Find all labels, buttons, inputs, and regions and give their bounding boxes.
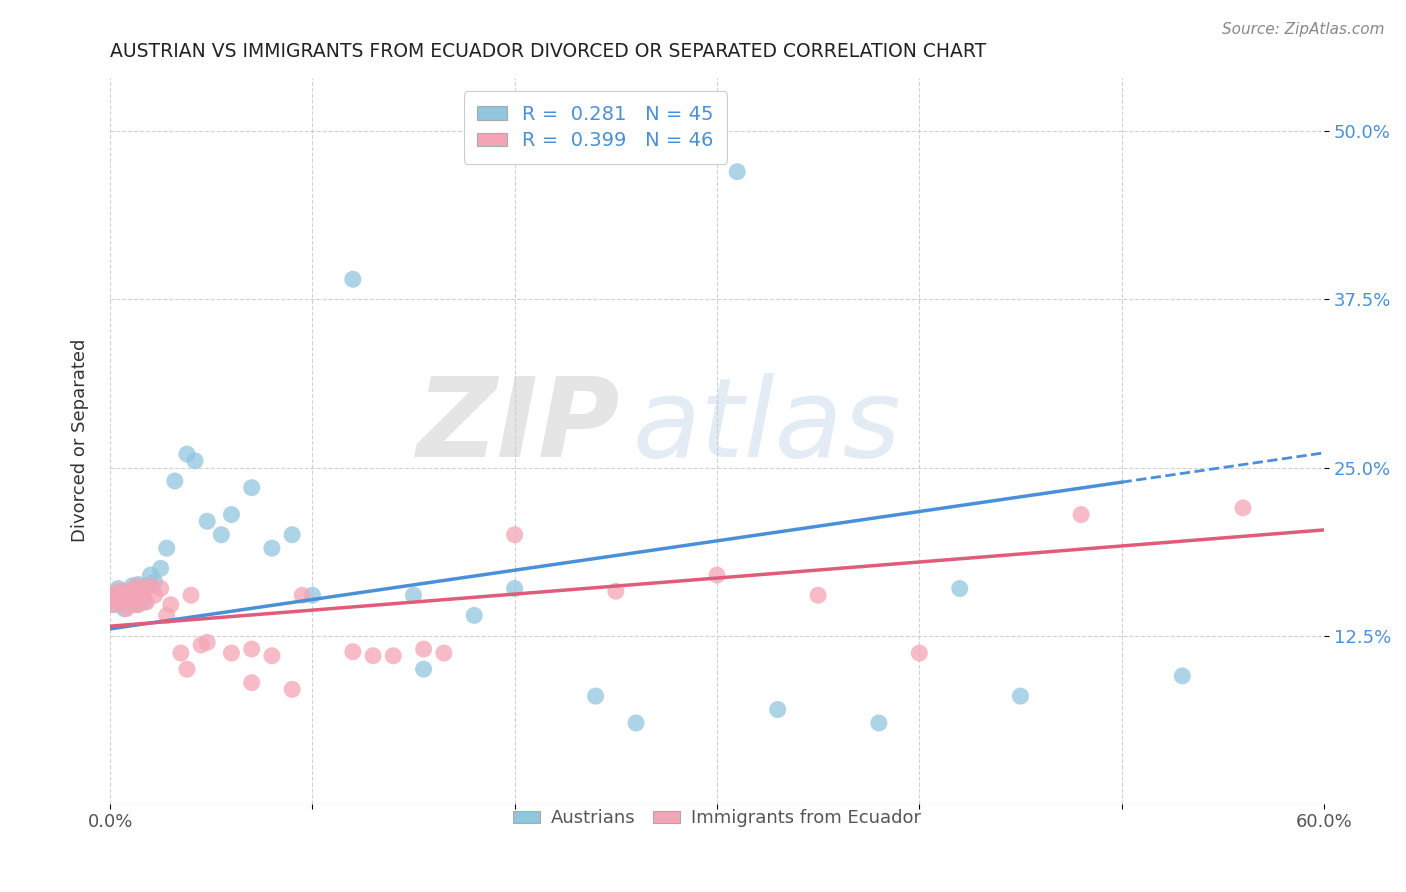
Point: [807, 588, 830, 602]
Point: [135, 579, 157, 593]
Point: [180, 588, 202, 602]
Point: [107, 584, 129, 599]
Point: [195, 635, 218, 649]
Point: [766, 702, 789, 716]
Point: [240, 481, 263, 495]
Point: [120, 584, 142, 599]
Point: [101, 598, 124, 612]
Point: [605, 584, 627, 599]
Point: [105, 592, 128, 607]
Point: [209, 527, 232, 541]
Point: [134, 582, 156, 596]
Point: [301, 588, 323, 602]
Y-axis label: Divorced or Separated: Divorced or Separated: [72, 339, 89, 542]
Point: [195, 514, 218, 528]
Point: [143, 574, 166, 589]
Point: [260, 541, 283, 556]
Point: [503, 527, 526, 541]
Point: [221, 646, 243, 660]
Text: Source: ZipAtlas.com: Source: ZipAtlas.com: [1222, 22, 1385, 37]
Point: [124, 588, 146, 602]
Point: [361, 648, 384, 663]
Point: [949, 582, 972, 596]
Point: [291, 588, 314, 602]
Legend: Austrians, Immigrants from Ecuador: Austrians, Immigrants from Ecuador: [506, 802, 928, 835]
Point: [139, 579, 162, 593]
Point: [281, 682, 304, 697]
Point: [131, 592, 153, 607]
Point: [117, 588, 139, 602]
Point: [342, 272, 364, 286]
Point: [111, 584, 134, 599]
Point: [127, 577, 149, 591]
Text: AUSTRIAN VS IMMIGRANTS FROM ECUADOR DIVORCED OR SEPARATED CORRELATION CHART: AUSTRIAN VS IMMIGRANTS FROM ECUADOR DIVO…: [110, 42, 987, 61]
Point: [412, 662, 434, 676]
Point: [402, 588, 425, 602]
Point: [117, 595, 139, 609]
Point: [1010, 689, 1032, 703]
Point: [125, 598, 148, 612]
Point: [624, 716, 647, 731]
Point: [706, 568, 728, 582]
Point: [105, 592, 128, 607]
Point: [112, 584, 135, 599]
Point: [121, 598, 143, 612]
Point: [143, 588, 166, 602]
Point: [108, 588, 131, 602]
Point: [433, 646, 456, 660]
Point: [382, 648, 405, 663]
Point: [129, 582, 152, 596]
Point: [115, 588, 138, 602]
Point: [184, 454, 207, 468]
Point: [170, 646, 193, 660]
Text: atlas: atlas: [633, 373, 901, 480]
Point: [101, 588, 124, 602]
Point: [156, 541, 179, 556]
Point: [342, 645, 364, 659]
Point: [156, 608, 179, 623]
Point: [121, 579, 143, 593]
Point: [260, 648, 283, 663]
Point: [503, 582, 526, 596]
Point: [112, 601, 135, 615]
Point: [103, 588, 125, 602]
Point: [240, 675, 263, 690]
Point: [135, 595, 157, 609]
Point: [120, 592, 142, 607]
Point: [281, 527, 304, 541]
Point: [1070, 508, 1092, 522]
Point: [176, 447, 198, 461]
Text: ZIP: ZIP: [416, 373, 620, 480]
Point: [159, 598, 181, 612]
Point: [190, 638, 212, 652]
Point: [125, 579, 148, 593]
Point: [127, 598, 149, 612]
Point: [107, 582, 129, 596]
Point: [725, 165, 748, 179]
Point: [131, 588, 153, 602]
Point: [176, 662, 198, 676]
Point: [111, 588, 134, 602]
Point: [134, 595, 156, 609]
Point: [129, 588, 152, 602]
Point: [585, 689, 607, 703]
Point: [240, 642, 263, 657]
Point: [103, 598, 125, 612]
Point: [1232, 500, 1254, 515]
Point: [221, 508, 243, 522]
Point: [124, 584, 146, 599]
Point: [149, 561, 172, 575]
Point: [163, 474, 186, 488]
Point: [149, 582, 172, 596]
Point: [412, 642, 434, 657]
Point: [1171, 669, 1194, 683]
Point: [108, 595, 131, 609]
Point: [463, 608, 485, 623]
Point: [868, 716, 890, 731]
Point: [139, 568, 162, 582]
Point: [115, 601, 138, 615]
Point: [908, 646, 931, 660]
